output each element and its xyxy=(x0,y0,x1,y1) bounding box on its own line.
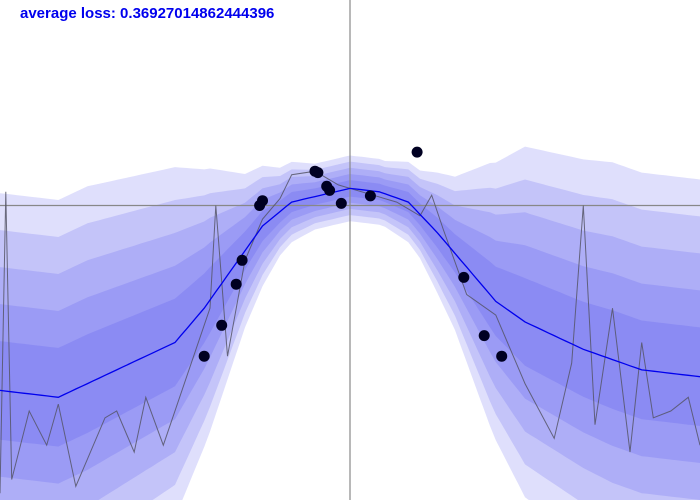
uncertainty-band-4 xyxy=(0,174,700,484)
average-loss-label: average loss: 0.36927014862444396 xyxy=(20,5,275,22)
data-point xyxy=(236,254,248,266)
data-point xyxy=(411,146,423,158)
uncertainty-band-5 xyxy=(0,180,700,447)
uncertainty-band-2 xyxy=(0,161,700,500)
data-point xyxy=(496,350,508,362)
data-point xyxy=(312,167,324,179)
data-point xyxy=(458,271,470,283)
uncertainty-band-3 xyxy=(0,167,700,500)
data-point xyxy=(198,350,210,362)
data-point xyxy=(257,195,268,207)
data-point xyxy=(364,190,376,202)
data-point xyxy=(216,319,228,331)
data-point xyxy=(335,197,347,209)
mean-prediction-line xyxy=(0,187,700,398)
data-point xyxy=(324,184,336,196)
data-point xyxy=(478,330,490,342)
data-point xyxy=(230,278,242,290)
sample-function-line xyxy=(0,170,700,494)
